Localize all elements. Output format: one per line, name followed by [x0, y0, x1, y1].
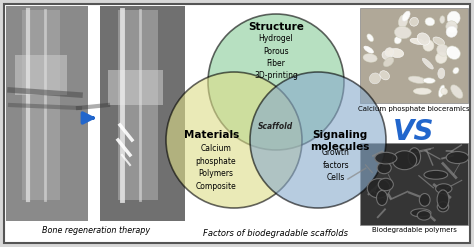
- FancyBboxPatch shape: [360, 8, 468, 103]
- Ellipse shape: [437, 190, 449, 209]
- Ellipse shape: [394, 36, 401, 44]
- Ellipse shape: [410, 17, 419, 26]
- Ellipse shape: [375, 152, 397, 164]
- Ellipse shape: [433, 37, 445, 45]
- Ellipse shape: [367, 34, 374, 41]
- Ellipse shape: [441, 88, 447, 95]
- FancyBboxPatch shape: [360, 143, 468, 225]
- Ellipse shape: [378, 178, 393, 191]
- Ellipse shape: [367, 179, 390, 198]
- Text: Structure: Structure: [248, 22, 304, 32]
- FancyBboxPatch shape: [4, 4, 470, 243]
- Ellipse shape: [408, 148, 420, 166]
- Ellipse shape: [451, 85, 463, 98]
- Text: Biodegradable polymers: Biodegradable polymers: [372, 227, 456, 233]
- Ellipse shape: [436, 52, 447, 63]
- Ellipse shape: [417, 33, 430, 45]
- Ellipse shape: [419, 193, 430, 206]
- Text: Bone regeneration therapy: Bone regeneration therapy: [42, 226, 150, 235]
- FancyBboxPatch shape: [108, 70, 163, 105]
- Ellipse shape: [446, 46, 460, 60]
- Ellipse shape: [424, 170, 447, 179]
- Circle shape: [166, 72, 302, 208]
- FancyBboxPatch shape: [6, 6, 88, 221]
- Text: Materials: Materials: [184, 130, 240, 140]
- Ellipse shape: [394, 26, 411, 39]
- Ellipse shape: [422, 58, 433, 69]
- Ellipse shape: [437, 44, 449, 56]
- FancyBboxPatch shape: [118, 10, 158, 200]
- Ellipse shape: [363, 54, 377, 62]
- Ellipse shape: [385, 48, 394, 57]
- Ellipse shape: [446, 21, 457, 32]
- Ellipse shape: [436, 184, 452, 193]
- Ellipse shape: [446, 26, 457, 37]
- Ellipse shape: [383, 57, 394, 67]
- FancyBboxPatch shape: [100, 6, 185, 221]
- FancyBboxPatch shape: [22, 10, 60, 200]
- Text: Calcium
phosphate
Polymers
Composite: Calcium phosphate Polymers Composite: [196, 144, 237, 190]
- Text: Hydrogel
Porous
Fiber
3D-printing: Hydrogel Porous Fiber 3D-printing: [254, 34, 298, 81]
- Ellipse shape: [453, 67, 459, 74]
- Ellipse shape: [382, 51, 392, 60]
- Ellipse shape: [389, 48, 404, 58]
- Ellipse shape: [402, 11, 410, 21]
- Ellipse shape: [364, 46, 374, 53]
- Ellipse shape: [440, 16, 445, 23]
- Circle shape: [208, 14, 344, 150]
- Text: Scaffold: Scaffold: [258, 122, 293, 130]
- Ellipse shape: [392, 151, 417, 170]
- Text: Calcium phosphate bioceramics: Calcium phosphate bioceramics: [358, 106, 470, 112]
- Text: VS: VS: [393, 118, 435, 146]
- Ellipse shape: [437, 202, 449, 212]
- Ellipse shape: [423, 40, 434, 51]
- FancyBboxPatch shape: [15, 55, 67, 95]
- Ellipse shape: [423, 78, 435, 83]
- Ellipse shape: [377, 162, 391, 174]
- Ellipse shape: [411, 209, 431, 217]
- Ellipse shape: [399, 15, 408, 28]
- Ellipse shape: [413, 88, 431, 94]
- Ellipse shape: [380, 71, 390, 80]
- Ellipse shape: [438, 85, 445, 97]
- Ellipse shape: [425, 18, 435, 26]
- Ellipse shape: [438, 68, 445, 79]
- Ellipse shape: [447, 11, 460, 25]
- Text: Signaling
molecules: Signaling molecules: [310, 130, 370, 152]
- Text: Growth
factors
Cells: Growth factors Cells: [322, 148, 350, 182]
- Ellipse shape: [369, 73, 381, 84]
- Ellipse shape: [408, 76, 426, 83]
- Ellipse shape: [417, 211, 431, 220]
- Ellipse shape: [410, 38, 424, 44]
- Circle shape: [250, 72, 386, 208]
- Ellipse shape: [376, 190, 387, 206]
- Ellipse shape: [446, 151, 469, 164]
- Text: Factors of biodegradable scaffolds: Factors of biodegradable scaffolds: [203, 229, 348, 238]
